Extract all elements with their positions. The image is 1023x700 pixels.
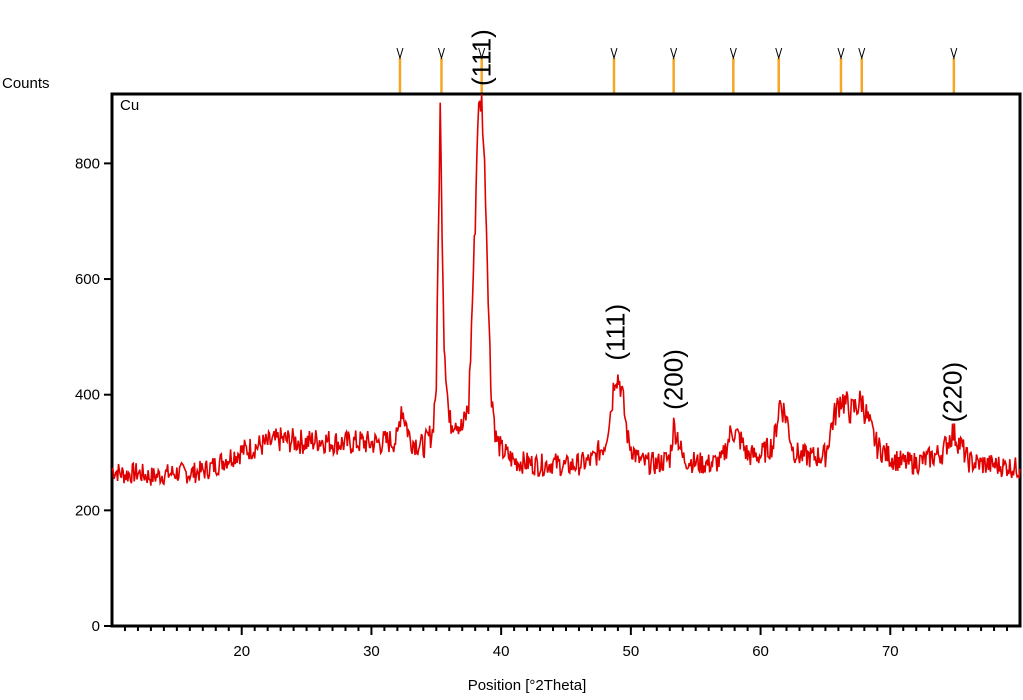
y-tick-label: 800 xyxy=(75,155,100,172)
peak-label: (111) xyxy=(600,304,630,361)
reference-marker-tip xyxy=(396,47,404,60)
y-axis: 0 200 400 600 800 xyxy=(75,155,112,635)
series-name-label: Cu xyxy=(120,97,139,114)
y-axis-title: Counts xyxy=(2,75,50,92)
reference-marker-tip xyxy=(437,47,445,60)
cu-series-line xyxy=(111,93,1021,486)
y-tick-label: 0 xyxy=(92,618,100,635)
reference-marker-tip xyxy=(478,47,486,60)
peak-label: (111) xyxy=(467,29,497,86)
reference-marker-tip xyxy=(950,47,958,60)
peak-label: (220) xyxy=(938,362,968,423)
x-tick-label: 20 xyxy=(233,643,250,660)
peak-label: (200) xyxy=(659,349,689,410)
reference-marker-tip xyxy=(858,47,866,60)
x-tick-label: 70 xyxy=(882,643,899,660)
x-tick-label: 60 xyxy=(752,643,769,660)
reference-marker-strip xyxy=(396,47,958,93)
x-tick-label: 40 xyxy=(493,643,510,660)
x-axis: 20 30 40 50 60 70 xyxy=(123,626,1009,660)
x-tick-label: 50 xyxy=(623,643,640,660)
plot-frame xyxy=(110,92,1022,628)
reference-marker-tip xyxy=(837,47,845,60)
x-axis-title: Position [°2Theta] xyxy=(468,677,587,694)
reference-marker-tip xyxy=(670,47,678,60)
reference-marker-tip xyxy=(610,47,618,60)
y-tick-label: 400 xyxy=(75,387,100,404)
y-tick-label: 200 xyxy=(75,502,100,519)
y-tick-label: 600 xyxy=(75,271,100,288)
reference-marker-tip xyxy=(775,47,783,60)
peak-labels: (111) (111) (200) (220) xyxy=(467,29,968,422)
x-tick-label: 30 xyxy=(363,643,380,660)
reference-marker-tip xyxy=(729,47,737,60)
